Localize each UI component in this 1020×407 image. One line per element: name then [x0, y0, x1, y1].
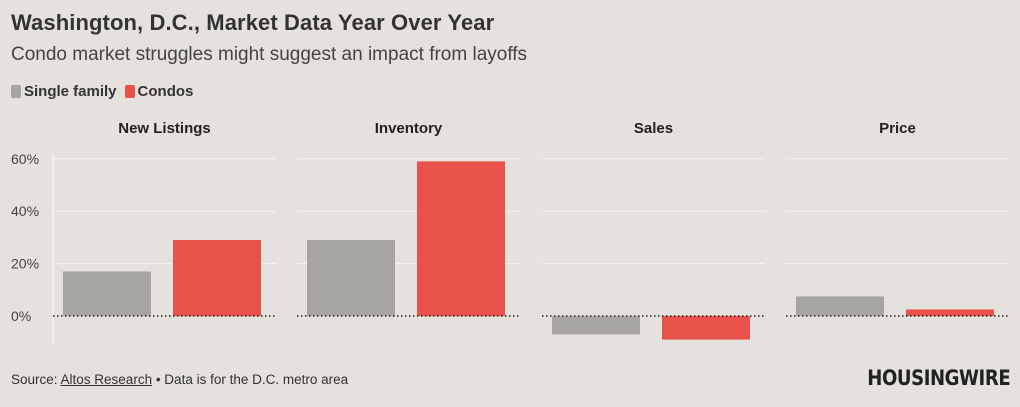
source-link[interactable]: Altos Research [60, 372, 153, 387]
y-tick-label: 20% [11, 256, 39, 272]
bar-single-family [552, 316, 640, 335]
bar-condos [173, 240, 261, 316]
bar-single-family [307, 240, 395, 316]
legend-label-single-family: Single family [24, 83, 117, 100]
y-tick-label: 40% [11, 203, 39, 219]
legend-label-condos: Condos [137, 83, 194, 100]
legend-swatch-condos [124, 85, 135, 98]
bar-condos [906, 309, 994, 316]
bar-condos [662, 316, 750, 340]
bar-single-family [796, 296, 884, 316]
bar-condos [417, 161, 505, 316]
y-tick-label: 60% [11, 151, 39, 167]
source-prefix: Source: [11, 372, 61, 387]
source-note: Source: Altos Research • Data is for the… [11, 372, 348, 387]
chart-subtitle: Condo market struggles might suggest an … [11, 44, 528, 65]
panel-title: Price [879, 120, 916, 137]
housingwire-logo: HOUSINGWIRE [867, 366, 1010, 390]
chart-title: Washington, D.C., Market Data Year Over … [11, 10, 495, 35]
bar-single-family [63, 271, 151, 316]
small-multiples-bar-chart: 0% 20% 40% 60% New Listings Inventory Sales Pri… [11, 120, 1009, 344]
y-tick-label: 0% [11, 308, 31, 324]
legend: Single family Condos [11, 83, 201, 100]
legend-item-single-family: Single family [11, 83, 117, 100]
panel-title: Inventory [375, 120, 443, 137]
legend-swatch-single-family [11, 85, 21, 98]
source-suffix: • Data is for the D.C. metro area [152, 372, 349, 387]
panel-title: Sales [634, 120, 673, 137]
legend-item-condos: Condos [124, 83, 194, 100]
panel-title: New Listings [118, 120, 211, 137]
